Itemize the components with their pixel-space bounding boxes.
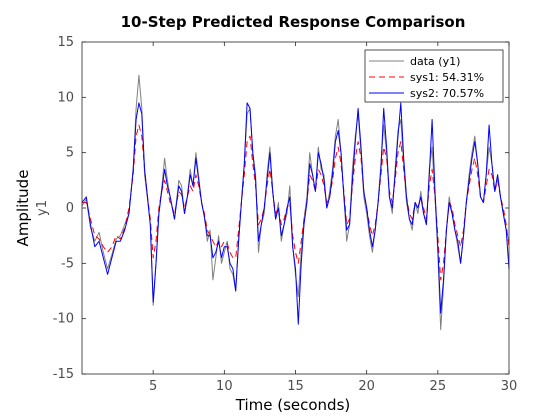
- x-tick-label-0: 5: [149, 379, 157, 394]
- x-tick-label-5: 30: [501, 379, 518, 394]
- x-tick-label-2: 15: [287, 379, 304, 394]
- y-tick-label-5: 10: [57, 90, 74, 105]
- y-axis-channel-label: y1: [35, 200, 50, 216]
- y-tick-label-4: 5: [66, 146, 74, 161]
- ticks-layer: 5 10 15 20 25 30 -15 -10 -5 0 5 10 15: [53, 35, 518, 394]
- legend-entry-sys1: sys1: 54.31%: [410, 71, 484, 84]
- chart-title: 10-Step Predicted Response Comparison: [121, 13, 466, 31]
- x-tick-label-4: 25: [430, 379, 447, 394]
- y-tick-label-1: -10: [53, 312, 74, 327]
- x-axis-label: Time (seconds): [235, 396, 351, 414]
- series-line-0: [81, 74, 510, 331]
- series-line-2: [81, 102, 510, 325]
- y-tick-label-6: 15: [57, 35, 74, 50]
- series-layer: [81, 74, 510, 331]
- y-tick-label-2: -5: [61, 256, 74, 271]
- legend: data (y1) sys1: 54.31% sys2: 70.57%: [364, 49, 504, 103]
- y-tick-label-0: -15: [53, 367, 74, 382]
- legend-entry-sys2: sys2: 70.57%: [410, 87, 484, 100]
- x-tick-label-3: 20: [358, 379, 375, 394]
- legend-entry-data: data (y1): [410, 55, 460, 68]
- y-axis-label: Amplitude: [14, 170, 32, 247]
- x-tick-label-1: 10: [216, 379, 233, 394]
- y-tick-label-3: 0: [66, 201, 74, 216]
